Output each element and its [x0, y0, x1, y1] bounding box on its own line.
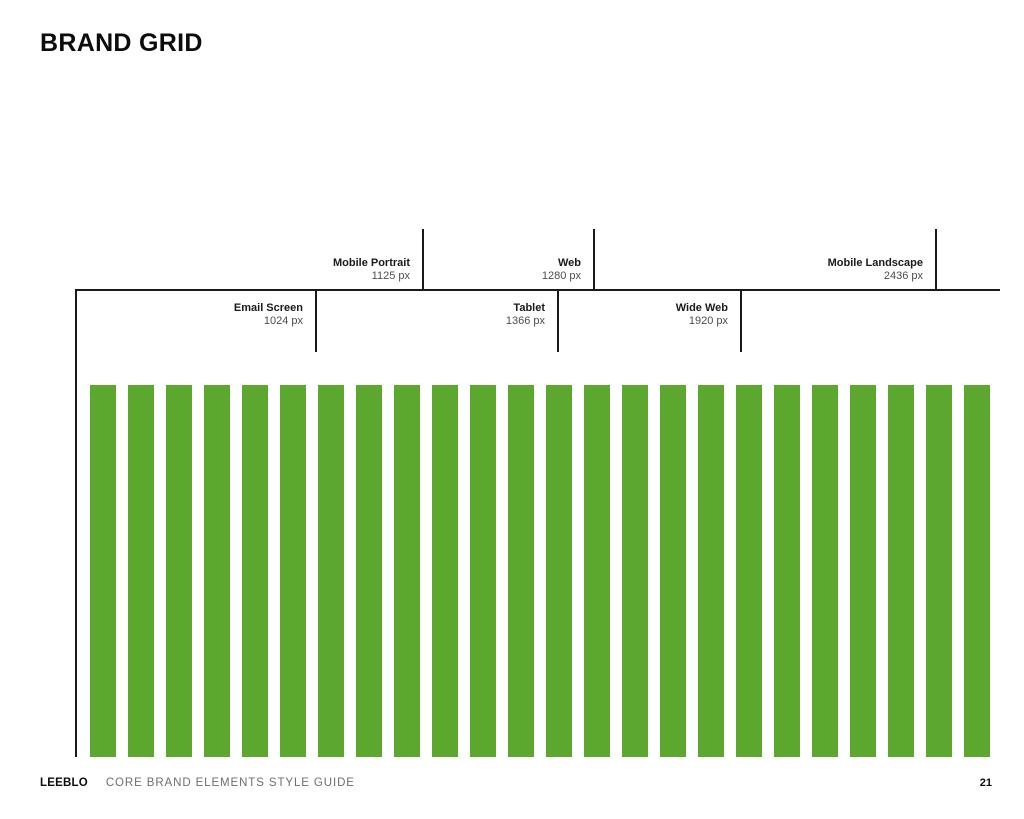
- breakpoint-width: 1280 px: [541, 270, 581, 282]
- footer-subtitle: CORE BRAND ELEMENTS STYLE GUIDE: [105, 777, 355, 789]
- breakpoint-name: Email Screen: [233, 302, 303, 314]
- grid-bar: [508, 385, 534, 757]
- footer: LEEBLO CORE BRAND ELEMENTS STYLE GUIDE 2…: [40, 777, 992, 789]
- grid-bar: [394, 385, 420, 757]
- grid-bar: [470, 385, 496, 757]
- grid-bar: [204, 385, 230, 757]
- grid-bar: [660, 385, 686, 757]
- breakpoint-name: Wide Web: [675, 302, 728, 314]
- grid-bar: [774, 385, 800, 757]
- page-title: BRAND GRID: [40, 29, 203, 57]
- breakpoint-width: 1024 px: [263, 315, 303, 327]
- breakpoint-width: 2436 px: [883, 270, 923, 282]
- grid-bar: [432, 385, 458, 757]
- breakpoint-name: Mobile Landscape: [827, 257, 923, 269]
- grid-bar: [166, 385, 192, 757]
- breakpoint-width: 1125 px: [371, 270, 410, 282]
- breakpoint-label-wide-web: Wide Web 1920 px: [676, 302, 728, 328]
- grid-bar: [812, 385, 838, 757]
- grid-bar: [888, 385, 914, 757]
- grid-bar: [964, 385, 990, 757]
- breakpoint-name: Mobile Portrait: [332, 257, 410, 269]
- grid-bar: [584, 385, 610, 757]
- tick-mobile-portrait: [422, 229, 424, 290]
- tick-wide-web: [740, 291, 742, 352]
- breakpoint-width: 1366 px: [505, 315, 545, 327]
- ruler-left-edge: [75, 289, 77, 757]
- breakpoint-label-tablet: Tablet 1366 px: [506, 302, 545, 328]
- breakpoint-label-mobile-portrait: Mobile Portrait 1125 px: [333, 257, 410, 283]
- tick-mobile-landscape: [935, 229, 937, 290]
- grid-bar: [90, 385, 116, 757]
- breakpoint-label-email-screen: Email Screen 1024 px: [234, 302, 303, 328]
- ruler-baseline: [75, 289, 1000, 291]
- tick-email-screen: [315, 291, 317, 352]
- grid-bars: [90, 385, 990, 757]
- grid-bar: [736, 385, 762, 757]
- breakpoint-width: 1920 px: [688, 315, 728, 327]
- grid-bar: [318, 385, 344, 757]
- breakpoint-name: Tablet: [513, 302, 545, 314]
- grid-bar: [926, 385, 952, 757]
- grid-bar: [280, 385, 306, 757]
- grid-bar: [622, 385, 648, 757]
- grid-bar: [546, 385, 572, 757]
- grid-bar: [242, 385, 268, 757]
- grid-bar: [356, 385, 382, 757]
- breakpoint-name: Web: [557, 257, 581, 269]
- tick-web: [593, 229, 595, 290]
- breakpoint-label-web: Web 1280 px: [542, 257, 581, 283]
- grid-bar: [850, 385, 876, 757]
- footer-brand: LEEBLO: [40, 777, 88, 789]
- page-number: 21: [979, 777, 992, 789]
- grid-bar: [128, 385, 154, 757]
- breakpoint-label-mobile-landscape: Mobile Landscape 2436 px: [828, 257, 923, 283]
- tick-tablet: [557, 291, 559, 352]
- grid-bar: [698, 385, 724, 757]
